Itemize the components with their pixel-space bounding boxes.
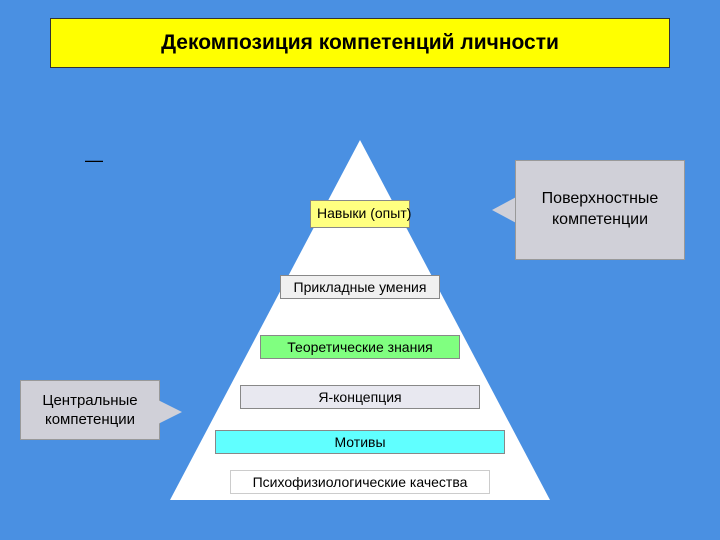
pyramid-level-applied: Прикладные умения xyxy=(280,275,440,299)
title-bar: Декомпозиция компетенций личности xyxy=(50,18,670,68)
pyramid-level-selfconcept: Я-концепция xyxy=(240,385,480,409)
pyramid-level-skills: Навыки (опыт) xyxy=(310,200,410,228)
pyramid-level-psychophys: Психофизиологические качества xyxy=(230,470,490,494)
page-title: Декомпозиция компетенций личности xyxy=(161,31,559,55)
callout-central-competencies: Центральные компетенции xyxy=(20,380,160,440)
arrow-right-icon xyxy=(158,400,182,424)
pyramid-level-theory: Теоретические знания xyxy=(260,335,460,359)
dash-mark: — xyxy=(85,150,103,171)
pyramid-level-motives: Мотивы xyxy=(215,430,505,454)
callout-surface-competencies: Поверхностные компетенции xyxy=(515,160,685,260)
pyramid: Навыки (опыт) Прикладные умения Теоретич… xyxy=(170,140,550,500)
